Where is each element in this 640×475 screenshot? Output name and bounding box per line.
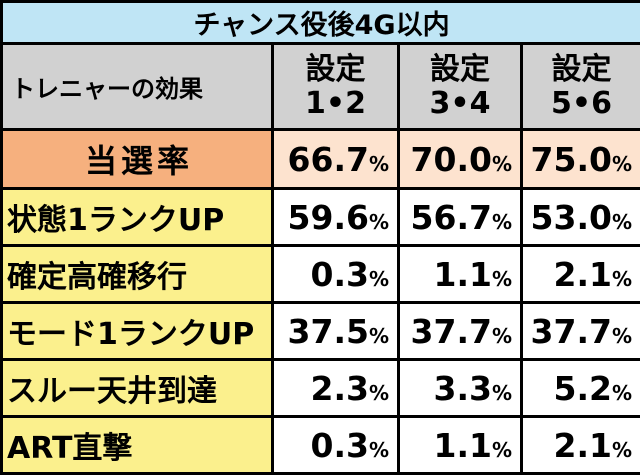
value-cell: 2.1% [519, 244, 640, 305]
table-row: ART直撃 0.3% 1.1% 2.1% [0, 415, 640, 475]
value-cell: 37.5% [271, 301, 400, 362]
value-cell: 70.0% [397, 127, 523, 191]
row-label: 状態1ランクUP [0, 187, 274, 248]
row-label: 当選率 [0, 127, 274, 191]
value-cell: 2.1% [519, 415, 640, 475]
value-cell: 53.0% [519, 187, 640, 248]
value-cell: 66.7% [271, 127, 400, 191]
value-cell: 37.7% [519, 301, 640, 362]
value-cell: 59.6% [271, 187, 400, 248]
value-cell: 37.7% [397, 301, 523, 362]
value-cell: 1.1% [397, 415, 523, 475]
title-row: チャンス役後4G以内 [0, 0, 640, 45]
header-setting-3-4: 設定 3•4 [397, 42, 523, 131]
value-cell: 1.1% [397, 244, 523, 305]
table-row: 確定高確移行 0.3% 1.1% 2.1% [0, 244, 640, 305]
value-cell: 2.3% [271, 358, 400, 419]
value-cell: 3.3% [397, 358, 523, 419]
header-setting-1-2: 設定 1•2 [271, 42, 400, 131]
header-row: トレニャーの効果 設定 1•2 設定 3•4 設定 5•6 [0, 42, 640, 131]
value-cell: 56.7% [397, 187, 523, 248]
table-row: 状態1ランクUP 59.6% 56.7% 53.0% [0, 187, 640, 248]
value-cell: 5.2% [519, 358, 640, 419]
table-row: モード1ランクUP 37.5% 37.7% 37.7% [0, 301, 640, 362]
row-label: ART直撃 [0, 415, 274, 475]
table-title: チャンス役後4G以内 [0, 0, 640, 45]
table-row: 当選率 66.7% 70.0% 75.0% [0, 127, 640, 191]
header-label: トレニャーの効果 [0, 42, 274, 131]
row-label: モード1ランクUP [0, 301, 274, 362]
row-label: スルー天井到達 [0, 358, 274, 419]
value-cell: 0.3% [271, 244, 400, 305]
header-setting-5-6: 設定 5•6 [519, 42, 640, 131]
value-cell: 0.3% [271, 415, 400, 475]
row-label: 確定高確移行 [0, 244, 274, 305]
value-cell: 75.0% [519, 127, 640, 191]
table-row: スルー天井到達 2.3% 3.3% 5.2% [0, 358, 640, 419]
